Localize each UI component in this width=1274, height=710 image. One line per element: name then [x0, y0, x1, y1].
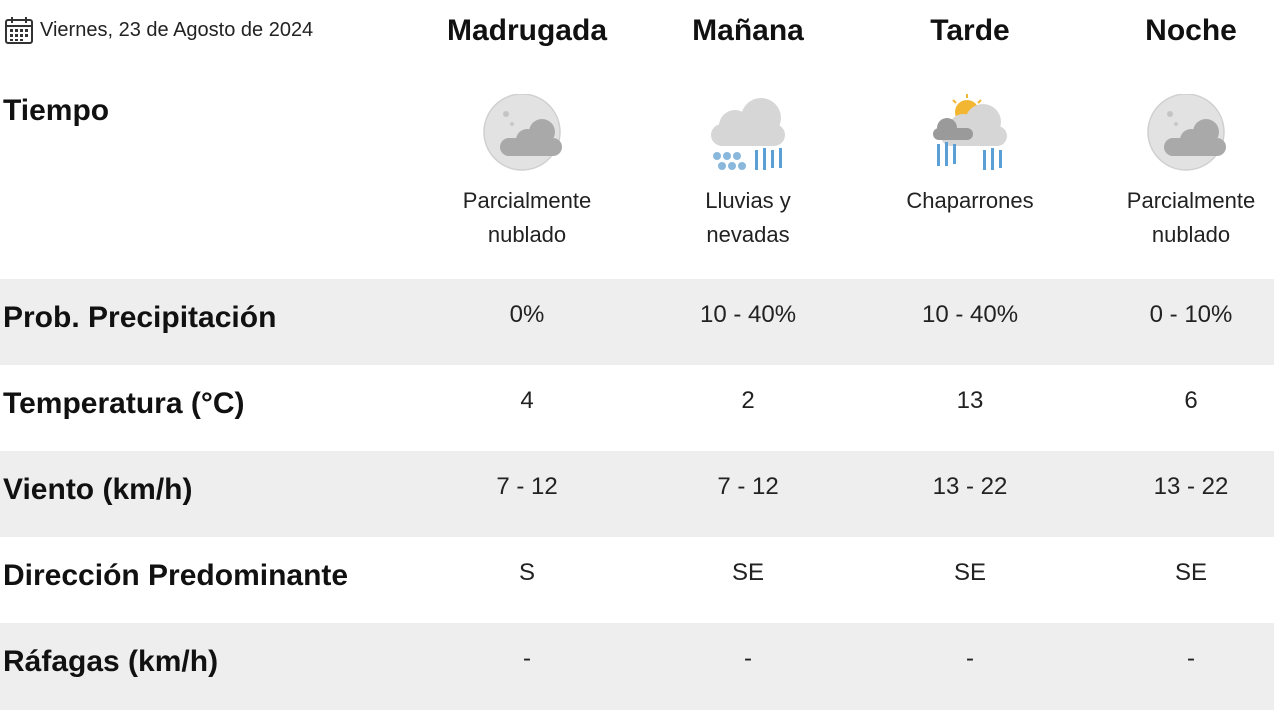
row-precipitation: Prob. Precipitación 0% 10 - 40% 10 - 40%…	[0, 279, 1274, 365]
period-header-tarde: Tarde	[930, 14, 1010, 47]
row-gusts: Ráfagas (km/h) - - - -	[0, 623, 1274, 710]
value-cell: 4	[520, 387, 534, 414]
value-cell: 10 - 40%	[699, 301, 797, 328]
row-label: Temperatura (°C)	[3, 387, 245, 420]
value-cell: 6	[1184, 387, 1198, 414]
value-cell: S	[518, 559, 535, 586]
value-cell: -	[966, 645, 974, 672]
partly-cloudy-night-icon	[483, 94, 562, 171]
value-cell: 0 - 10%	[1149, 301, 1233, 328]
value-cell: 13 - 22	[1153, 473, 1229, 500]
weather-desc-tarde: Chaparrones	[906, 188, 1034, 213]
value-cell: 0%	[509, 301, 545, 328]
weather-cell-manana: Lluvias y nevadas	[637, 94, 859, 252]
value-cell: -	[1187, 645, 1195, 672]
forecast-header: Viernes, 23 de Agosto de 2024 Madrugada …	[0, 0, 1274, 68]
weather-cell-madrugada: Parcialmente nublado	[416, 94, 638, 252]
value-cell: 10 - 40%	[921, 301, 1019, 328]
value-cell: 13	[956, 387, 984, 414]
value-cell: 2	[741, 387, 755, 414]
value-cell: 13 - 22	[932, 473, 1008, 500]
weather-desc-noche: Parcialmente nublado	[1126, 188, 1256, 247]
calendar-icon	[5, 17, 33, 44]
period-header-madrugada: Madrugada	[446, 14, 608, 47]
rain-snow-icon	[711, 98, 785, 170]
row-label: Ráfagas (km/h)	[3, 645, 219, 678]
showers-sun-icon	[933, 94, 1007, 170]
row-label: Prob. Precipitación	[3, 301, 277, 334]
value-cell: SE	[731, 559, 764, 586]
date-display: Viernes, 23 de Agosto de 2024	[4, 14, 313, 46]
date-text: Viernes, 23 de Agosto de 2024	[40, 18, 314, 41]
value-cell: 7 - 12	[717, 473, 779, 500]
period-header-manana: Mañana	[692, 14, 804, 47]
value-cell: -	[744, 645, 752, 672]
value-cell: -	[523, 645, 531, 672]
row-label: Dirección Predominante	[3, 559, 349, 592]
row-temperature: Temperatura (°C) 4 2 13 6	[0, 365, 1274, 451]
weather-row: Tiempo Parcialmente nublado	[0, 68, 1274, 279]
row-direction: Dirección Predominante S SE SE SE	[0, 537, 1274, 623]
weather-desc-manana: Lluvias y nevadas	[705, 188, 791, 247]
partly-cloudy-night-icon	[1147, 94, 1226, 171]
value-cell: SE	[1174, 559, 1207, 586]
weather-label: Tiempo	[3, 94, 110, 127]
period-header-noche: Noche	[1145, 14, 1237, 47]
value-cell: 7 - 12	[496, 473, 558, 500]
weather-desc-madrugada: Parcialmente nublado	[462, 188, 592, 247]
weather-cell-tarde: Chaparrones	[859, 94, 1081, 218]
value-cell: SE	[953, 559, 986, 586]
row-wind: Viento (km/h) 7 - 12 7 - 12 13 - 22 13 -…	[0, 451, 1274, 537]
row-label: Viento (km/h)	[3, 473, 193, 506]
weather-cell-noche: Parcialmente nublado	[1080, 94, 1274, 252]
